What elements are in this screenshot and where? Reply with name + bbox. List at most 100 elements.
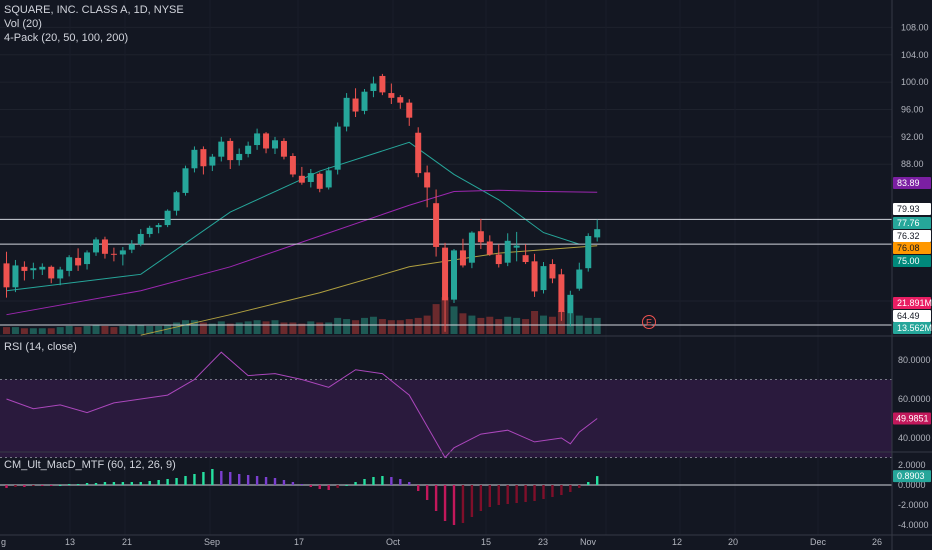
- macd-bar: [157, 480, 160, 485]
- volume-bar: [253, 320, 261, 334]
- macd-bar: [139, 482, 142, 485]
- volume-bar: [289, 322, 297, 334]
- volume-bar: [280, 322, 288, 334]
- volume-bar: [199, 322, 207, 334]
- volume-bar: [316, 322, 324, 334]
- candle-body: [406, 102, 413, 118]
- symbol-title[interactable]: SQUARE, INC. CLASS A, 1D, NYSE: [4, 4, 184, 16]
- earnings-marker-circle: [642, 315, 656, 329]
- candle-body: [66, 257, 73, 271]
- rsi-line: [6, 351, 598, 459]
- date-tick-label: 17: [294, 537, 304, 547]
- price-tick-label: 88.00: [901, 159, 924, 169]
- candle-body: [200, 149, 207, 167]
- macd-bar: [229, 472, 232, 485]
- macd-bar: [309, 485, 312, 487]
- candle-body: [182, 168, 189, 193]
- volume-bar: [432, 304, 440, 334]
- moving-average-lines: [6, 141, 598, 336]
- macd-value-badge: [893, 470, 931, 483]
- macd-bar: [238, 474, 241, 485]
- candle-body: [504, 240, 511, 263]
- macd-bar: [32, 485, 35, 486]
- candle-body: [227, 140, 234, 161]
- volume-bar: [262, 321, 270, 334]
- date-tick-label: 23: [538, 537, 548, 547]
- volume-bar: [92, 324, 100, 334]
- price-badge-text: 64.49: [897, 311, 920, 321]
- macd-tick-label: -2.0000: [898, 500, 929, 510]
- macd-bar: [121, 482, 125, 485]
- macd-bar: [264, 477, 268, 485]
- volume-bar: [208, 323, 216, 334]
- macd-bar: [551, 485, 554, 497]
- price-badge: [893, 203, 931, 215]
- macd-bar: [417, 485, 420, 491]
- volume-bar: [584, 317, 592, 334]
- price-badge-text: 75.00: [897, 256, 920, 266]
- volume-bar: [20, 328, 28, 334]
- date-tick-label: Nov: [580, 537, 597, 547]
- ma-legend[interactable]: 4-Pack (20, 50, 100, 200): [4, 32, 129, 44]
- macd-bar: [470, 485, 474, 517]
- rsi-legend[interactable]: RSI (14, close): [4, 341, 77, 353]
- price-badge-text: 76.32: [897, 231, 920, 241]
- price-badge-text: 76.08: [897, 243, 920, 253]
- candle-body: [280, 140, 287, 157]
- macd-bar: [130, 482, 133, 485]
- candle-body: [424, 172, 431, 188]
- candle-body: [343, 97, 350, 127]
- date-tick-label: Sep: [204, 537, 220, 547]
- macd-bar: [488, 485, 491, 507]
- macd-bar: [425, 485, 429, 500]
- price-badge: [893, 230, 931, 242]
- candle-body: [236, 153, 243, 161]
- candle-body: [191, 149, 198, 169]
- date-tick-label: 26: [872, 537, 882, 547]
- macd-legend[interactable]: CM_Ult_MacD_MTF (60, 12, 26, 9): [4, 459, 176, 471]
- macd-bar: [524, 485, 527, 502]
- volume-legend[interactable]: Vol (20): [4, 18, 42, 30]
- macd-bar: [50, 485, 53, 486]
- macd-bar: [569, 485, 572, 492]
- macd-bar: [479, 485, 483, 511]
- candle-body: [477, 231, 484, 243]
- volume-bar: [110, 327, 118, 334]
- candlestick-series: [3, 73, 601, 332]
- macd-bar: [220, 471, 223, 485]
- macd-bar: [282, 480, 286, 485]
- volume-bar: [119, 325, 127, 334]
- macd-bar: [560, 485, 563, 495]
- volume-bar: [271, 320, 279, 334]
- macd-bar: [587, 482, 590, 485]
- volume-bar: [495, 319, 503, 334]
- macd-bar: [390, 477, 393, 485]
- ma-line-20: [6, 141, 580, 292]
- macd-bar: [94, 483, 98, 485]
- macd-bar: [533, 485, 536, 501]
- main-legend: SQUARE, INC. CLASS A, 1D, NYSE Vol (20) …: [4, 3, 184, 45]
- macd-bar: [175, 478, 178, 485]
- volume-bar: [414, 317, 422, 334]
- price-badge: [893, 242, 931, 254]
- candle-body: [316, 173, 323, 189]
- candle-body: [379, 75, 386, 93]
- volume-bar: [217, 321, 225, 334]
- earnings-marker[interactable]: E: [642, 315, 656, 329]
- rsi-tick-label: 60.0000: [898, 394, 931, 404]
- candle-body: [370, 83, 377, 92]
- macd-bar: [246, 475, 250, 485]
- volume-bar: [378, 319, 386, 334]
- volume-bar: [173, 322, 181, 334]
- volume-bar: [557, 311, 565, 334]
- volume-bar: [155, 325, 163, 334]
- candle-body: [93, 239, 99, 253]
- macd-bar: [596, 476, 599, 485]
- macd-bar: [59, 485, 62, 486]
- candle-body: [549, 264, 556, 279]
- volume-bar: [38, 328, 46, 334]
- macd-bar: [542, 485, 545, 499]
